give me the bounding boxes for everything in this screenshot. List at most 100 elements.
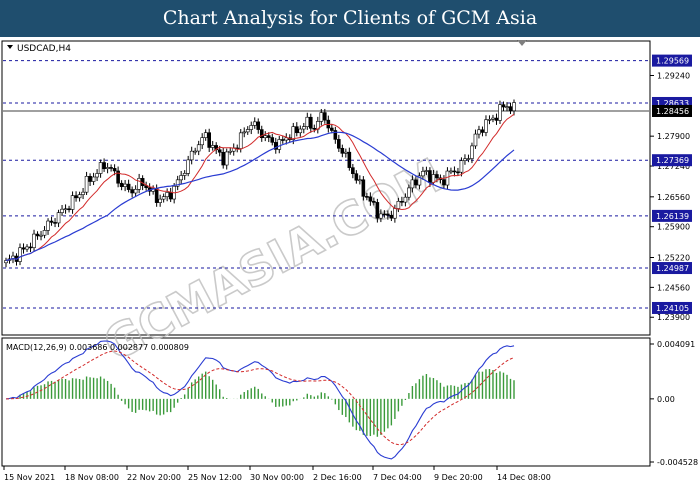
- candle-body: [400, 201, 404, 203]
- price-tick-label: 1.25220: [657, 253, 690, 262]
- candle-body: [77, 194, 82, 199]
- candle-body: [323, 112, 327, 121]
- candle-body: [463, 158, 467, 161]
- chart-shift-icon[interactable]: [517, 40, 527, 46]
- candle-body: [228, 150, 233, 153]
- candle-body: [238, 132, 243, 149]
- price-tag-label: 1.28456: [656, 107, 689, 116]
- price-tag-label: 1.27369: [656, 156, 689, 165]
- candle-body: [109, 167, 113, 169]
- candle-body: [505, 106, 509, 108]
- price-tick-label: 1.27240: [657, 162, 690, 171]
- candle-body: [112, 168, 117, 172]
- candle-body: [221, 151, 226, 166]
- macd-signal-line: [5, 350, 515, 446]
- candle-body: [137, 178, 141, 190]
- candle-body: [365, 196, 369, 198]
- candle-body: [319, 112, 324, 122]
- candle-body: [144, 185, 148, 188]
- candle-body: [193, 150, 197, 153]
- candle-body: [305, 116, 310, 127]
- candle-body: [347, 151, 352, 168]
- price-tag-label: 1.24105: [656, 304, 689, 313]
- candle-body: [242, 131, 247, 134]
- candle-body: [501, 104, 506, 108]
- symbol-dropdown-icon[interactable]: [7, 45, 13, 49]
- ma-fast-line: [5, 113, 515, 261]
- candle-body: [196, 144, 201, 152]
- candle-body: [116, 170, 120, 184]
- candle-body: [123, 183, 127, 187]
- candle-body: [98, 162, 103, 174]
- candle-body: [74, 195, 78, 199]
- symbol-label: USDCAD,H4: [17, 44, 71, 54]
- candle-body: [512, 102, 516, 112]
- candle-body: [263, 135, 268, 139]
- price-tick-label: 1.27900: [657, 132, 690, 141]
- x-tick-label: 14 Dec 08:00: [497, 473, 551, 482]
- price-tick-label: 1.25900: [657, 223, 690, 232]
- candle-body: [372, 200, 376, 203]
- candle-body: [249, 125, 254, 130]
- candle-body: [403, 196, 408, 203]
- candle-body: [63, 208, 68, 211]
- candle-body: [379, 213, 383, 219]
- candle-body: [410, 179, 415, 189]
- candle-body: [273, 142, 278, 150]
- candle-body: [452, 170, 457, 173]
- candle-body: [179, 175, 183, 181]
- candle-body: [477, 129, 481, 135]
- candle-body: [473, 133, 478, 147]
- candle-body: [266, 135, 271, 138]
- candle-body: [53, 222, 57, 224]
- candle-body: [361, 179, 366, 197]
- macd-line: [5, 340, 515, 460]
- candle-body: [217, 149, 222, 153]
- candle-body: [119, 182, 124, 187]
- candle-body: [298, 128, 303, 134]
- candle-body: [35, 233, 40, 237]
- candle-body: [70, 195, 75, 210]
- candle-body: [42, 230, 47, 236]
- candle-body: [498, 104, 502, 121]
- candle-body: [435, 174, 439, 179]
- candle-body: [81, 191, 85, 195]
- macd-tick-label: 0.004091: [657, 340, 695, 349]
- candle-body: [470, 145, 474, 159]
- candle-body: [186, 159, 190, 174]
- candle-body: [382, 213, 387, 216]
- candle-body: [459, 160, 464, 173]
- candle-body: [49, 220, 54, 223]
- candle-body: [414, 179, 418, 186]
- candle-body: [389, 214, 394, 219]
- candle-body: [102, 162, 106, 170]
- candle-body: [284, 137, 289, 141]
- candle-body: [224, 151, 229, 166]
- candle-body: [32, 233, 36, 248]
- candle-body: [358, 179, 362, 182]
- x-tick-label: 15 Nov 2021: [4, 473, 55, 482]
- candle-body: [386, 213, 390, 216]
- chart-area[interactable]: GCMASIA.COM USDCAD,H4 1.292401.279001.27…: [0, 37, 700, 500]
- price-tick-label: 1.29240: [657, 72, 690, 81]
- candle-body: [175, 179, 180, 187]
- x-tick-label: 2 Dec 16:00: [313, 473, 362, 482]
- candle-body: [396, 201, 401, 209]
- candle-body: [168, 192, 173, 200]
- candle-body: [407, 187, 411, 198]
- candle-body: [480, 129, 485, 133]
- price-tick-label: 1.23900: [657, 313, 690, 322]
- candle-body: [301, 126, 306, 130]
- candle-body: [189, 150, 194, 161]
- candle-body: [207, 132, 211, 148]
- candle-body: [337, 139, 341, 149]
- candle-body: [494, 117, 499, 121]
- x-tick-label: 30 Nov 00:00: [250, 473, 304, 482]
- candle-body: [158, 198, 162, 203]
- candle-body: [46, 220, 50, 231]
- candle-body: [508, 106, 513, 112]
- candle-body: [133, 188, 138, 194]
- candle-body: [28, 246, 33, 249]
- ma-slow-line: [5, 131, 515, 262]
- candle-body: [428, 170, 432, 183]
